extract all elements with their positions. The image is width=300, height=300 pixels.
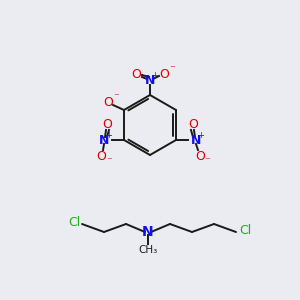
Text: O: O [96,149,106,163]
Text: O: O [195,149,205,163]
Text: +: + [106,130,112,140]
Text: +: + [197,130,204,140]
Text: O: O [103,95,113,109]
Text: N: N [142,225,154,239]
Text: +: + [152,71,158,80]
Text: O: O [188,118,198,130]
Text: O: O [102,118,112,130]
Text: ⁻: ⁻ [204,156,210,166]
Text: O: O [131,68,141,80]
Text: ⁻: ⁻ [106,156,112,166]
Text: ⁻: ⁻ [169,64,175,74]
Text: N: N [145,74,155,88]
Text: N: N [99,134,109,146]
Text: Cl: Cl [68,215,80,229]
Text: ⁻: ⁻ [113,92,119,102]
Text: CH₃: CH₃ [138,245,158,255]
Text: N: N [191,134,201,146]
Text: O: O [159,68,169,80]
Text: Cl: Cl [239,224,251,236]
